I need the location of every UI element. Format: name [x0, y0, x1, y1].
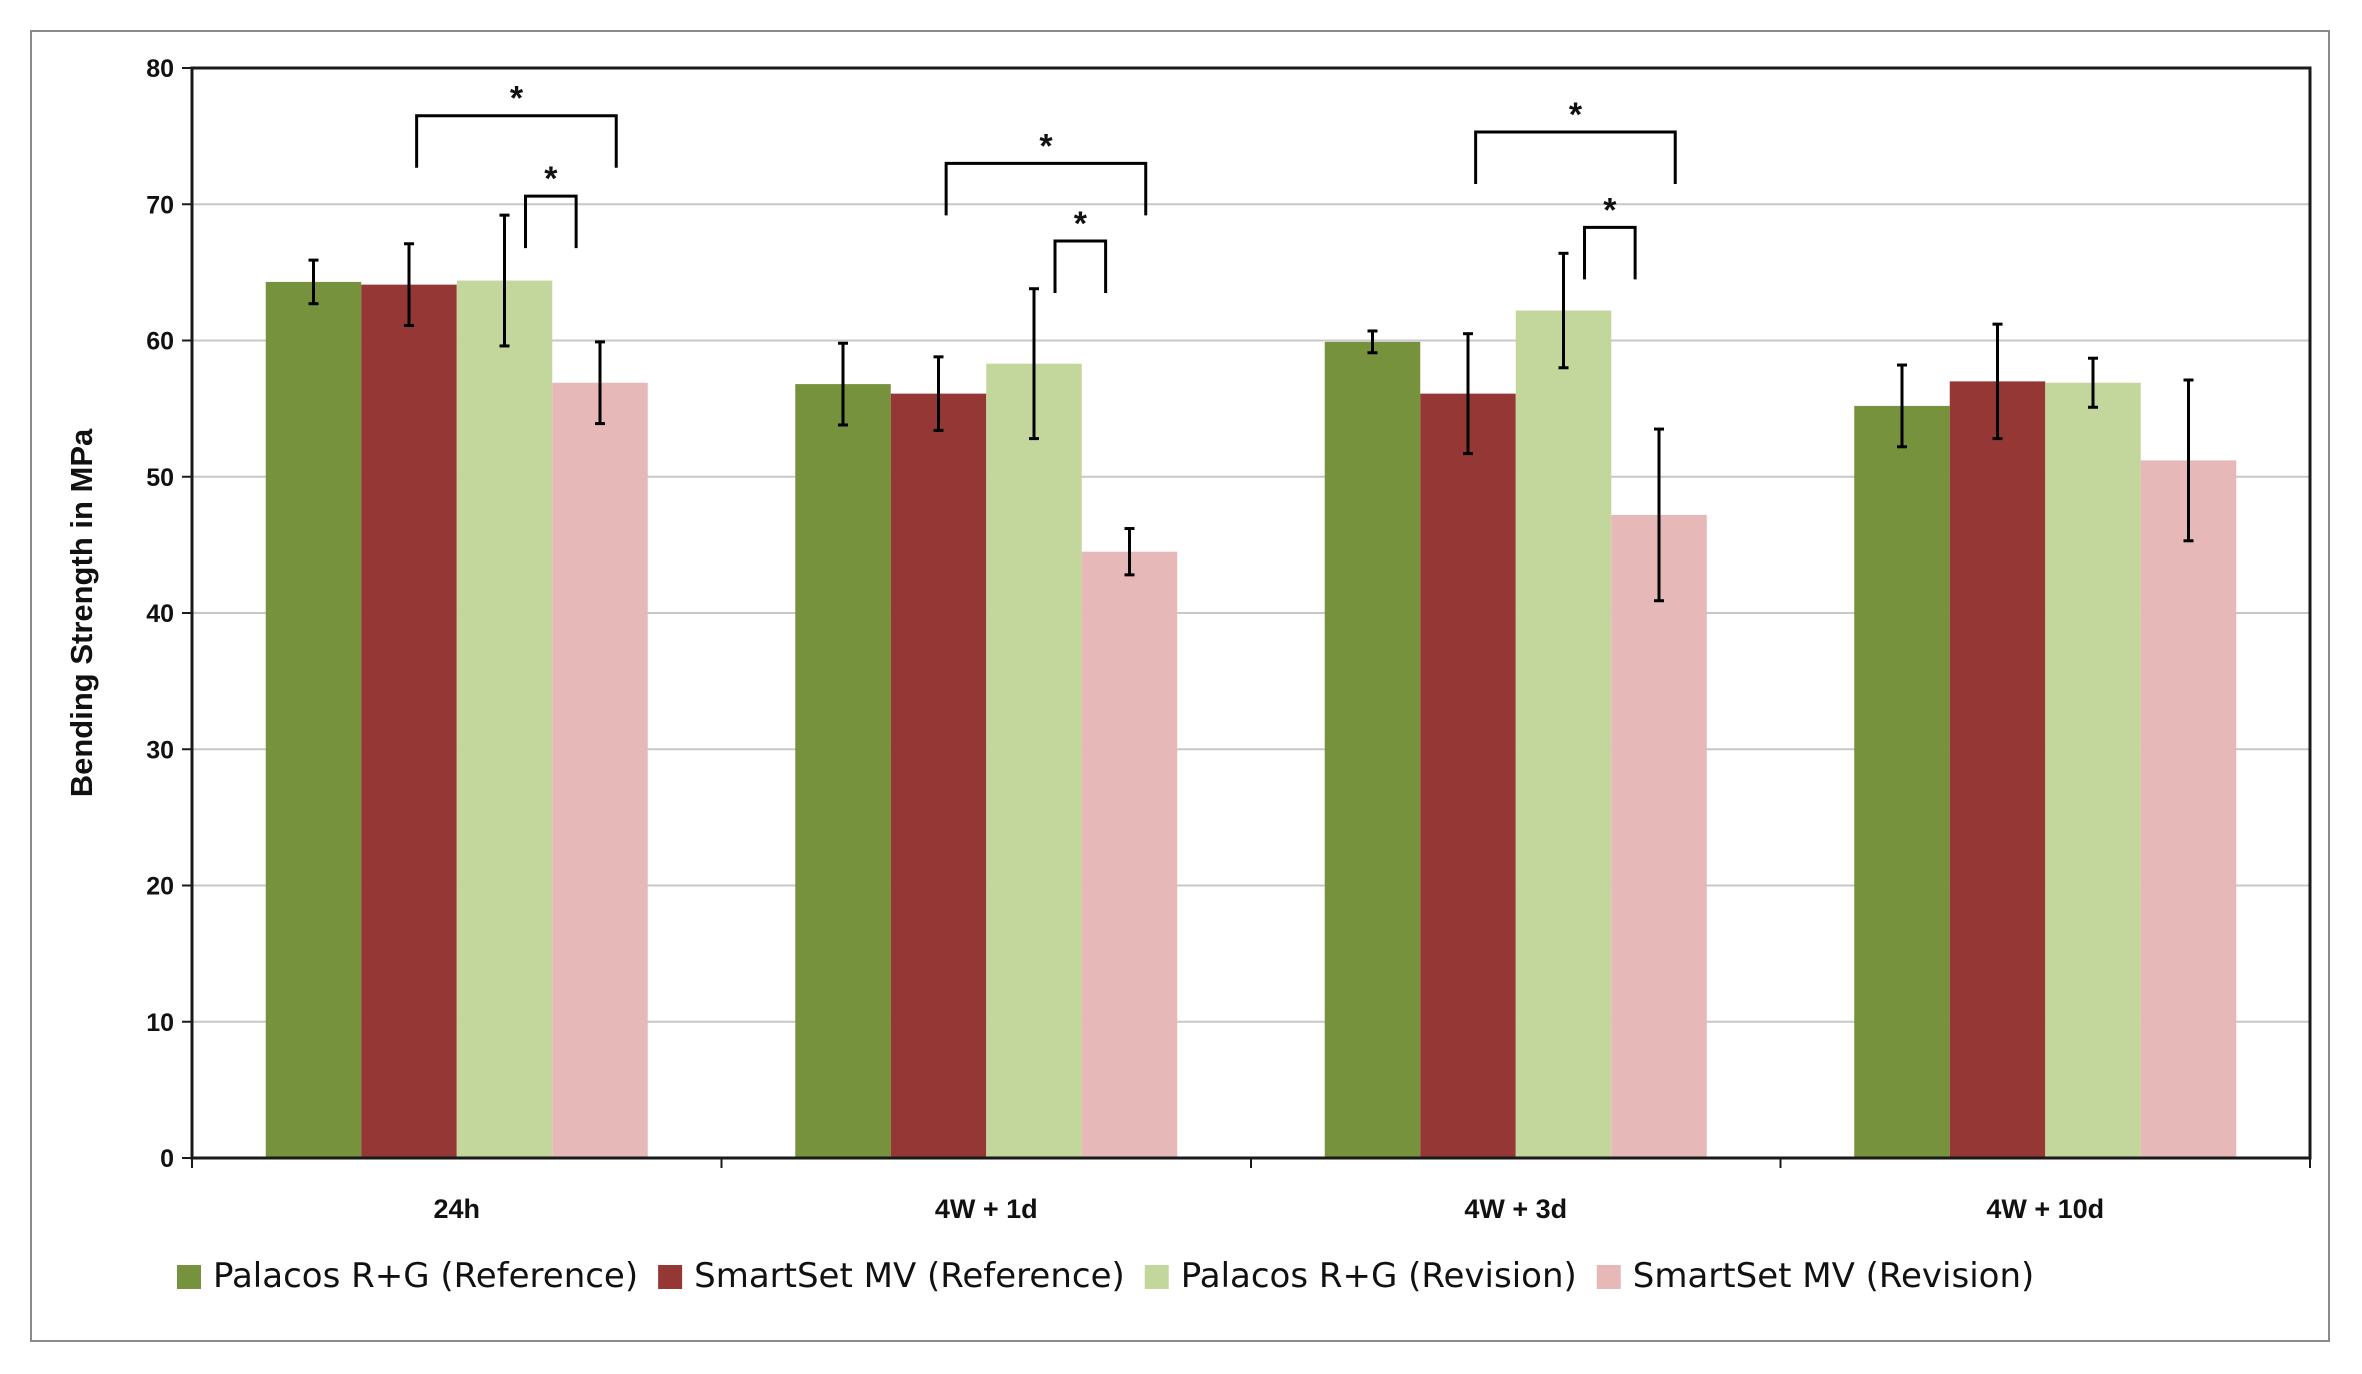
bar: [986, 363, 1082, 1159]
y-tick-label: 50: [146, 464, 174, 492]
error-bars: [308, 213, 2194, 603]
legend-label: SmartSet MV (Reference): [694, 1256, 1125, 1296]
bar: [265, 281, 362, 1159]
y-axis-title: Bending Strength in MPa: [64, 428, 99, 797]
x-axis-category-labels: 24h 4W + 1d 4W + 3d 4W + 10d: [433, 1194, 2104, 1224]
significance-star: *: [1074, 205, 1088, 243]
significance-bracket: [415, 114, 618, 168]
significance-bracket: [1053, 239, 1108, 294]
legend-swatch: [1144, 1265, 1169, 1289]
y-tick-label: 10: [146, 1009, 174, 1037]
legend-label: Palacos R+G (Revision): [1181, 1256, 1577, 1296]
y-axis-tick-labels: 0 10 20 30 40 50 60 70 80: [146, 55, 174, 1173]
significance-star: *: [510, 80, 524, 118]
legend-swatch: [658, 1265, 683, 1289]
legend-swatch: [1596, 1265, 1621, 1289]
bar: [456, 280, 553, 1158]
bar: [1324, 341, 1421, 1158]
significance-bracket: [1583, 225, 1637, 280]
x-category-label: 4W + 1d: [935, 1194, 1038, 1224]
bar: [1611, 514, 1707, 1158]
y-tick-label: 70: [146, 191, 174, 219]
bars: [265, 280, 2237, 1159]
bar: [361, 284, 457, 1158]
bar: [1081, 551, 1178, 1158]
bar: [1854, 405, 1950, 1158]
significance-brackets: * * * * * *: [415, 80, 1677, 294]
significance-star: *: [1039, 127, 1053, 165]
y-tick-label: 30: [146, 736, 174, 764]
significance-star: *: [1569, 96, 1583, 134]
legend-label: SmartSet MV (Revision): [1633, 1256, 2035, 1296]
x-category-label: 4W + 10d: [1986, 1194, 2104, 1224]
legend-swatch: [177, 1265, 201, 1289]
y-tick-label: 80: [146, 55, 174, 83]
y-tick-label: 20: [146, 873, 174, 901]
y-tick-label: 60: [146, 328, 174, 356]
significance-star: *: [544, 160, 558, 198]
bar: [795, 384, 891, 1159]
x-category-label: 24h: [433, 1194, 480, 1224]
legend-label: Palacos R+G (Reference): [213, 1256, 638, 1296]
significance-bracket: [944, 161, 1148, 216]
y-tick-label: 40: [146, 600, 174, 628]
legend: Palacos R+G (Reference) SmartSet MV (Refe…: [177, 1256, 2034, 1296]
plot-area-border: [190, 66, 2312, 1160]
significance-bracket: [524, 194, 578, 249]
x-category-label: 4W + 3d: [1464, 1194, 1567, 1224]
bar: [1949, 381, 2046, 1158]
bar: [2140, 460, 2237, 1158]
bar: [2045, 382, 2141, 1158]
bar: [1515, 310, 1612, 1158]
bar: [552, 382, 648, 1158]
significance-star: *: [1603, 191, 1617, 229]
bar: [1420, 393, 1516, 1158]
y-tick-label: 0: [160, 1145, 174, 1173]
significance-bracket: [1474, 130, 1677, 185]
bar: [890, 393, 987, 1158]
